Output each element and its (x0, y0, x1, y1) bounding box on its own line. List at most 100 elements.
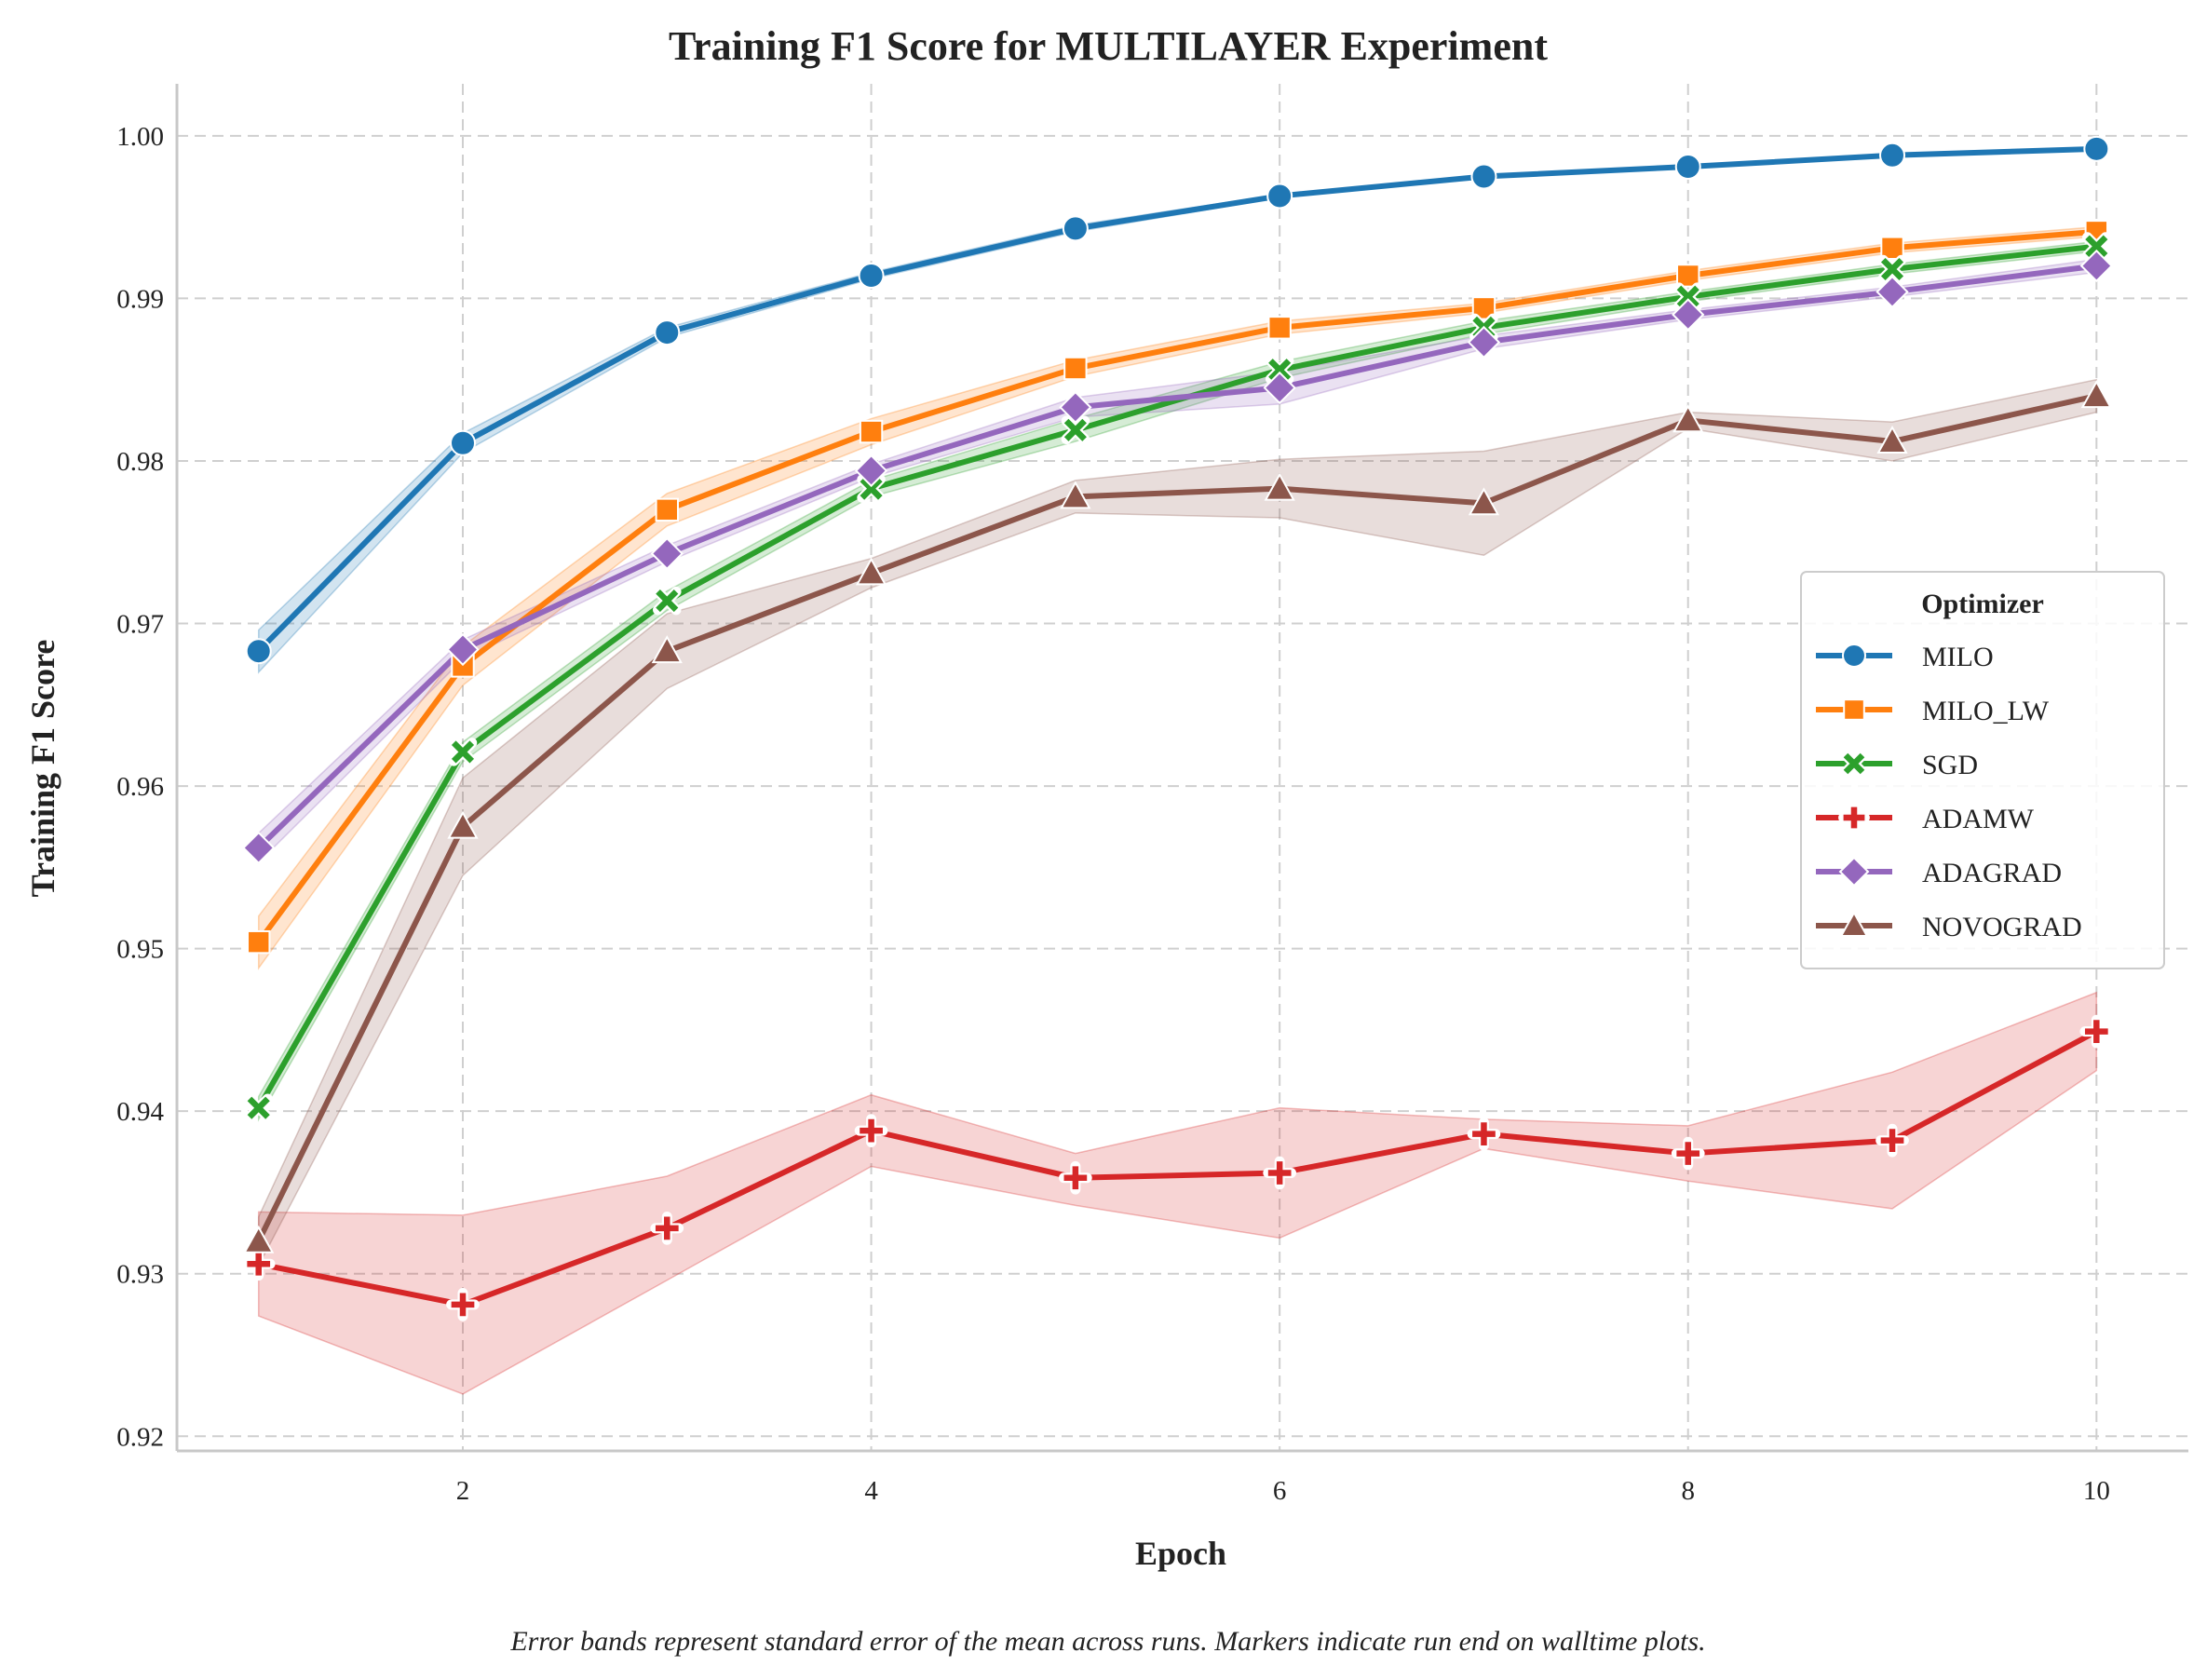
legend-marker-sgd (1840, 750, 1868, 778)
chart-title: Training F1 Score for MULTILAYER Experim… (669, 23, 1548, 69)
sgd-point (1265, 355, 1294, 385)
legend-item-milo: MILO (1816, 642, 1994, 672)
error-bands (257, 146, 2098, 1395)
legend-items: MILO MILO_LW SGD ADAMW ADAGRAD NOVOGRAD (1816, 642, 2082, 942)
novograd-point (1060, 481, 1091, 509)
novograd-point (447, 810, 479, 839)
legend: Optimizer MILO MILO_LW SGD ADAMW ADAGRAD NOVO… (1800, 571, 2165, 969)
novograd-point (855, 557, 887, 586)
legend-marker-adamw (1838, 802, 1870, 833)
series-lines (255, 145, 2100, 1307)
sgd-point (857, 474, 886, 503)
adamw-point (241, 1247, 276, 1281)
novograd-point (1264, 472, 1295, 501)
legend-item-sgd: SGD (1816, 750, 1978, 780)
adagrad-point (446, 632, 480, 667)
novograd-error-band (257, 378, 2098, 1267)
milo-lw-point (655, 497, 679, 522)
adamw-point (1875, 1123, 1909, 1158)
x-tick-label: 6 (1273, 1476, 1287, 1506)
x-axis-label: Epoch (1135, 1535, 1226, 1572)
x-tick-label: 4 (864, 1476, 878, 1506)
y-tick-label: 0.97 (116, 610, 164, 640)
legend-item-adagrad: ADAGRAD (1816, 856, 2062, 888)
novograd-point (243, 1225, 275, 1253)
milo-lw-point (1880, 236, 1904, 260)
milo-lw-point (1676, 264, 1700, 288)
milo-lw-point (1471, 296, 1496, 320)
legend-label: NOVOGRAD (1922, 912, 2082, 942)
adagrad-line (255, 263, 2100, 851)
legend-marker-adagrad (1838, 856, 1870, 887)
novograd-point (651, 635, 683, 664)
y-tick-label: 0.94 (116, 1097, 164, 1127)
sgd-point (1673, 282, 1702, 311)
adagrad-point (1467, 325, 1501, 359)
milo-lw-point (1063, 356, 1088, 381)
sgd-point (448, 738, 478, 766)
milo-point (654, 319, 681, 346)
y-tick-label: 0.98 (116, 447, 164, 477)
grid-lines (177, 84, 2188, 1451)
adamw-line (255, 1028, 2100, 1307)
legend-item-adamw: ADAMW (1816, 802, 2035, 834)
milo-lw-line (255, 228, 2100, 945)
legend-item-milo-lw: MILO_LW (1816, 696, 2050, 726)
adamw-point (1671, 1136, 1705, 1171)
legend-marker-novograd (1839, 911, 1869, 938)
adagrad-point (1059, 390, 1092, 425)
adagrad-point (1263, 371, 1296, 405)
milo-point (1062, 215, 1089, 242)
sgd-point (653, 586, 682, 616)
milo-point (245, 638, 272, 665)
milo-point (450, 429, 477, 456)
adamw-point (650, 1212, 684, 1245)
y-tick-label: 0.95 (116, 935, 164, 965)
milo-point (1470, 163, 1497, 190)
y-axis-label: Training F1 Score (24, 640, 61, 898)
adagrad-point (242, 831, 276, 865)
y-tick-label: 0.93 (116, 1260, 164, 1290)
legend-label: ADAGRAD (1922, 858, 2062, 888)
legend-label: MILO (1922, 642, 1994, 672)
novograd-point (2080, 380, 2112, 409)
adamw-point (1059, 1160, 1092, 1195)
adamw-point (854, 1114, 888, 1147)
sgd-point (1877, 254, 1907, 284)
milo-line (255, 145, 2100, 655)
x-tick-label: 2 (456, 1476, 470, 1506)
milo-lw-point (859, 419, 884, 444)
adamw-point (1263, 1156, 1297, 1190)
legend-marker-milo (1842, 644, 1866, 668)
novograd-point (1672, 404, 1704, 433)
chart-caption: Error bands represent standard error of … (509, 1626, 1705, 1657)
milo-point (2083, 135, 2110, 162)
legend-marker-milo-lw (1843, 698, 1865, 721)
legend-label: ADAMW (1922, 804, 2035, 834)
adagrad-point (650, 536, 684, 571)
y-tick-label: 0.92 (116, 1422, 164, 1452)
legend-item-novograd: NOVOGRAD (1816, 911, 2082, 942)
legend-title: Optimizer (1921, 589, 2044, 619)
y-tick-label: 1.00 (116, 122, 164, 152)
legend-label: SGD (1922, 750, 1978, 780)
adagrad-point (1875, 275, 1909, 309)
sgd-point (1061, 415, 1090, 445)
adagrad-point (854, 454, 888, 488)
novograd-point (1876, 426, 1908, 454)
y-tick-label: 0.96 (116, 772, 164, 802)
novograd-line (255, 393, 2100, 1244)
adamw-error-band (257, 991, 2098, 1395)
adamw-point (2079, 1014, 2114, 1049)
adamw-point (1467, 1117, 1501, 1151)
milo-point (1879, 142, 1906, 169)
adagrad-point (1672, 298, 1705, 332)
sgd-point (2082, 232, 2111, 261)
novograd-point (1468, 487, 1500, 516)
legend-label: MILO_LW (1922, 696, 2050, 726)
x-tick-labels: 2 4 6 8 10 (456, 1476, 2110, 1506)
x-tick-label: 10 (2083, 1476, 2110, 1506)
sgd-point (244, 1093, 273, 1122)
y-tick-label: 0.99 (116, 284, 164, 314)
